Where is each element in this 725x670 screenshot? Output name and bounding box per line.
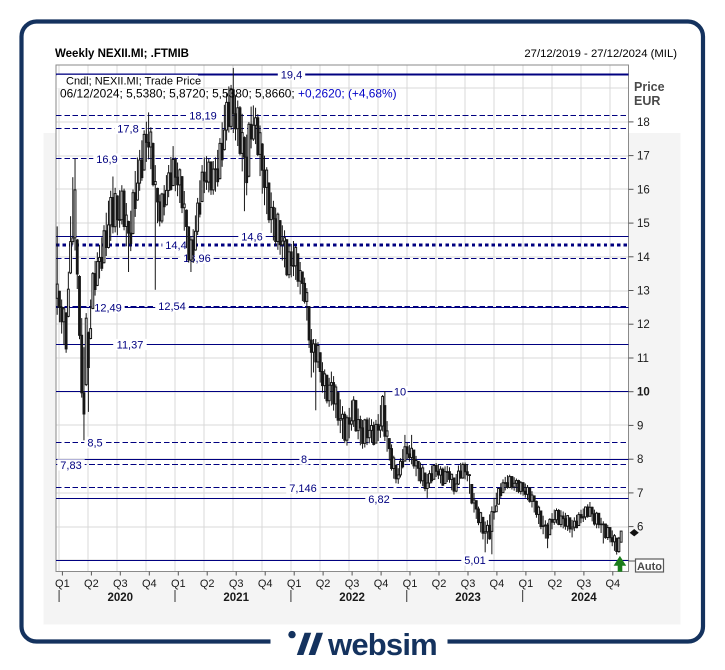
svg-text:Price: Price: [634, 80, 665, 94]
svg-text:Q4: Q4: [258, 578, 273, 590]
svg-text:06/12/2024; 5,5380; 5,8720; 5,: 06/12/2024; 5,5380; 5,8720; 5,5380; 5,86…: [60, 87, 397, 101]
svg-text:10: 10: [394, 387, 406, 399]
svg-text:8: 8: [301, 454, 307, 466]
svg-text:14: 14: [637, 252, 650, 264]
svg-text:Q2: Q2: [548, 578, 563, 590]
svg-text:12,54: 12,54: [158, 301, 186, 313]
svg-text:7: 7: [637, 488, 643, 500]
svg-text:14,6: 14,6: [241, 232, 262, 244]
svg-text:5,01: 5,01: [464, 555, 485, 567]
svg-text:Q2: Q2: [84, 578, 99, 590]
svg-text:6,82: 6,82: [368, 494, 389, 506]
svg-text:11,37: 11,37: [117, 340, 144, 352]
svg-text:Weekly NEXII.MI; .FTMIB: Weekly NEXII.MI; .FTMIB: [55, 48, 189, 60]
svg-text:16: 16: [637, 184, 650, 196]
svg-text:Q3: Q3: [229, 578, 244, 590]
svg-text:7,83: 7,83: [60, 460, 81, 472]
svg-text:Q2: Q2: [432, 578, 447, 590]
svg-text:2021: 2021: [223, 592, 249, 604]
svg-text:19,4: 19,4: [281, 70, 302, 82]
svg-text:EUR: EUR: [634, 94, 660, 108]
svg-text:12,49: 12,49: [94, 303, 122, 315]
svg-text:Q4: Q4: [142, 578, 157, 590]
svg-text:27/12/2019 - 27/12/2024 (MIL): 27/12/2019 - 27/12/2024 (MIL): [524, 48, 677, 60]
svg-text:14,4: 14,4: [165, 240, 186, 252]
svg-text:Q1: Q1: [171, 578, 186, 590]
svg-text:11: 11: [637, 353, 649, 365]
svg-text:13: 13: [637, 286, 650, 298]
svg-text:16,9: 16,9: [96, 154, 117, 166]
svg-text:12: 12: [637, 319, 650, 331]
svg-text:18: 18: [637, 117, 650, 129]
svg-text:8,5: 8,5: [87, 437, 102, 449]
svg-text:8: 8: [637, 454, 643, 466]
svg-text:10: 10: [637, 387, 650, 399]
svg-text:6: 6: [637, 522, 643, 534]
svg-text:Q1: Q1: [519, 578, 534, 590]
svg-text:Q4: Q4: [605, 578, 620, 590]
svg-text:Q2: Q2: [200, 578, 215, 590]
svg-text:Q3: Q3: [113, 578, 128, 590]
svg-text:Q3: Q3: [577, 578, 592, 590]
svg-text:2022: 2022: [339, 592, 365, 604]
svg-text:Q2: Q2: [316, 578, 331, 590]
svg-text:2023: 2023: [455, 592, 481, 604]
svg-text:Q3: Q3: [345, 578, 360, 590]
svg-text:Q1: Q1: [287, 578, 302, 590]
svg-text:17: 17: [637, 151, 650, 163]
svg-text:2020: 2020: [108, 592, 134, 604]
svg-text:Q4: Q4: [490, 578, 505, 590]
svg-text:Q1: Q1: [55, 578, 70, 590]
svg-text:9: 9: [637, 420, 643, 432]
svg-text:Q1: Q1: [403, 578, 418, 590]
svg-text:Cndl; NEXII.MI; Trade Price: Cndl; NEXII.MI; Trade Price: [66, 76, 201, 88]
svg-text:Auto: Auto: [637, 561, 662, 573]
svg-text:15: 15: [637, 218, 650, 230]
svg-text:17,8: 17,8: [117, 124, 138, 136]
svg-text:18,19: 18,19: [189, 111, 217, 123]
svg-text:7,146: 7,146: [289, 483, 317, 495]
svg-text:Q3: Q3: [461, 578, 476, 590]
svg-text:websim: websim: [327, 627, 437, 662]
svg-text:Q4: Q4: [374, 578, 389, 590]
svg-text:2024: 2024: [571, 592, 597, 604]
